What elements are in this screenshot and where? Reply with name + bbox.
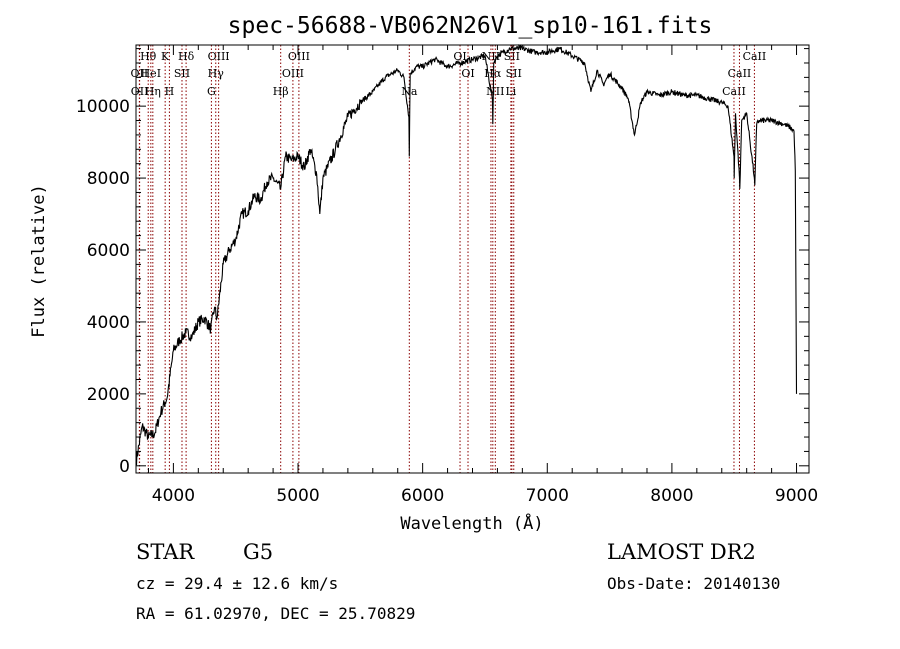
line-label-26: CaII bbox=[743, 50, 767, 63]
line-label-20: NII bbox=[486, 85, 504, 98]
x-axis: 4000 5000 6000 7000 8000 9000 bbox=[147, 45, 818, 506]
object-class: STAR bbox=[136, 540, 195, 564]
line-label-5: K bbox=[161, 50, 170, 63]
ra-dec: RA = 61.02970, DEC = 25.70829 bbox=[136, 604, 416, 623]
x-tick-label: 7000 bbox=[526, 486, 569, 506]
line-label-17: OI bbox=[461, 67, 474, 80]
redshift-cz: cz = 29.4 ± 12.6 km/s bbox=[136, 574, 339, 593]
y-tick-label: 10000 bbox=[76, 97, 130, 117]
y-tick-label: 4000 bbox=[87, 313, 130, 333]
y-axis-title: Flux (relative) bbox=[29, 184, 49, 338]
x-tick-label: 5000 bbox=[276, 486, 319, 506]
line-label-16: OI bbox=[453, 50, 466, 63]
line-label-13: OIII bbox=[282, 67, 304, 80]
x-tick-label: 8000 bbox=[650, 486, 693, 506]
line-label-7: H bbox=[165, 85, 175, 98]
object-subclass: G5 bbox=[243, 540, 274, 564]
line-label-9: OIII bbox=[208, 50, 230, 63]
y-tick-label: 8000 bbox=[87, 169, 130, 189]
survey-name: LAMOST DR2 bbox=[607, 540, 756, 564]
x-tick-label: 4000 bbox=[152, 486, 195, 506]
line-label-21: SII bbox=[504, 50, 520, 63]
chart-title: spec-56688-VB062N26V1_sp10-161.fits bbox=[228, 13, 713, 39]
y-tick-label: 6000 bbox=[87, 241, 130, 261]
x-tick-label: 6000 bbox=[401, 486, 444, 506]
x-tick-label: 9000 bbox=[775, 486, 818, 506]
observation-date: Obs-Date: 20140130 bbox=[607, 574, 781, 593]
spectrum-line bbox=[135, 43, 798, 466]
line-label-2: Hθ bbox=[140, 50, 157, 63]
line-label-10: Hγ bbox=[208, 67, 225, 80]
line-label-23: Li bbox=[505, 85, 516, 98]
line-label-25: CaII bbox=[728, 67, 752, 80]
y-tick-label: 2000 bbox=[87, 385, 130, 405]
line-label-4: Hη bbox=[145, 85, 161, 98]
line-label-22: SII bbox=[506, 67, 522, 80]
y-axis: 0 2000 4000 6000 8000 10000 bbox=[76, 48, 809, 477]
y-tick-label: 0 bbox=[119, 457, 130, 477]
line-label-12: Hβ bbox=[273, 85, 289, 98]
line-label-8: Hδ bbox=[178, 50, 195, 63]
line-label-11: G bbox=[207, 85, 216, 98]
line-label-6: SII bbox=[174, 67, 190, 80]
line-label-14: OIII bbox=[288, 50, 310, 63]
plot-frame bbox=[135, 44, 810, 474]
x-axis-title: Wavelength (Å) bbox=[400, 512, 543, 534]
line-label-24: CaII bbox=[722, 85, 746, 98]
line-label-3: HeI bbox=[141, 67, 161, 80]
